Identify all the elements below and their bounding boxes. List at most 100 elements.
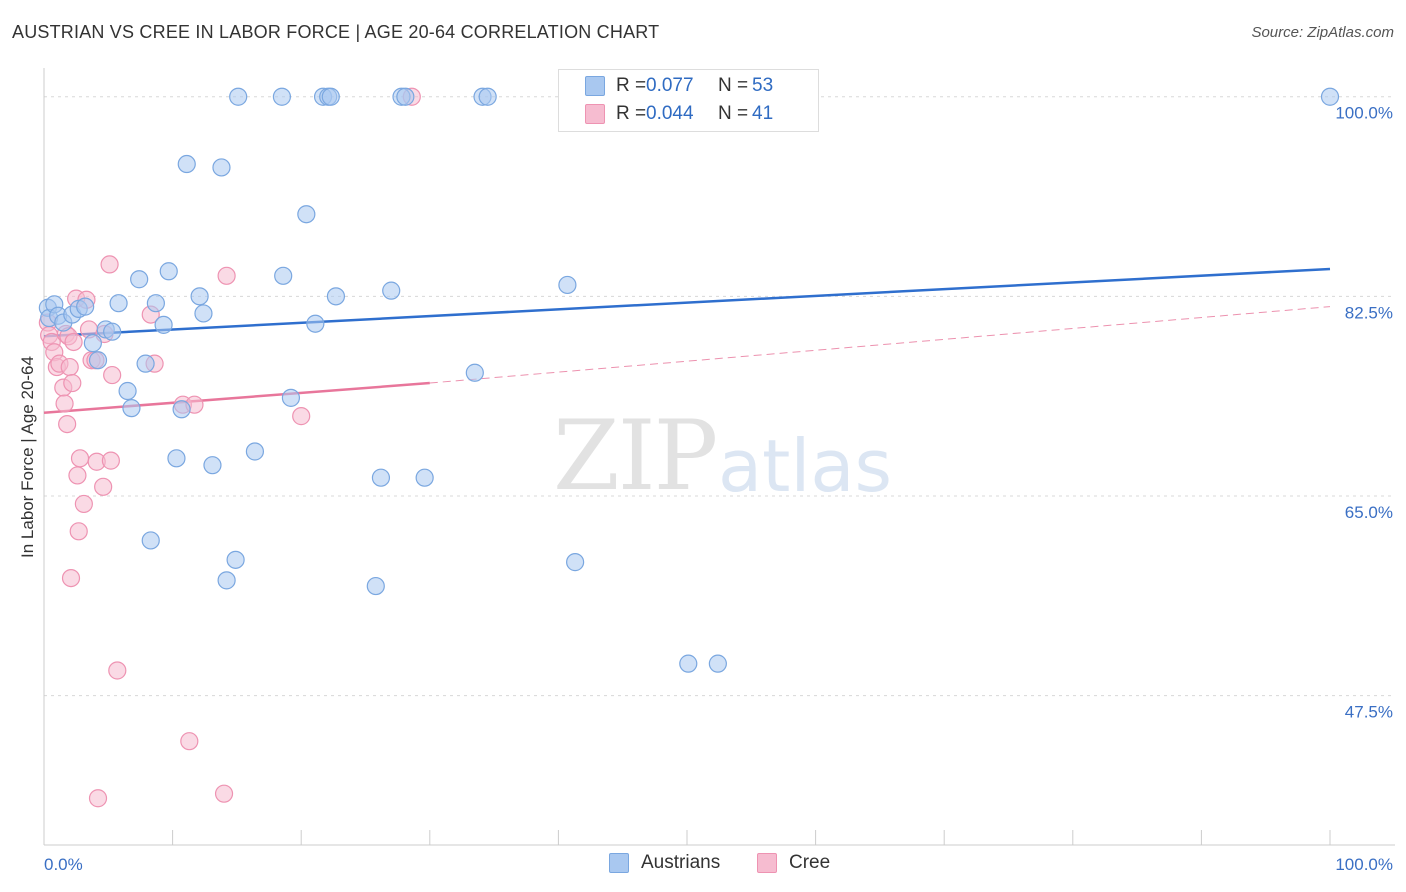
cree-point-30 [103, 365, 122, 385]
y-tick-label-2: 65.0% [1345, 503, 1393, 522]
austrians-point-40 [326, 287, 346, 306]
x-tick-label-min: 0.0% [44, 855, 83, 874]
austrians-point-43 [382, 281, 401, 300]
austrians-swatch [585, 76, 605, 96]
axes [43, 68, 1395, 846]
austrians-point-22 [172, 400, 191, 419]
austrians-n-value: 53 [752, 75, 774, 96]
data-points [38, 87, 1340, 808]
austrians-point-27 [212, 158, 231, 177]
austrians-point-47 [465, 363, 484, 382]
austrians-n-label: N = [718, 75, 749, 96]
austrians-point-16 [136, 354, 155, 373]
cree-point-17 [69, 522, 88, 541]
austrians-point-32 [272, 87, 292, 106]
austrians-point-42 [371, 468, 391, 487]
cree-point-39 [292, 407, 311, 426]
legend-austrians-label: Austrians [641, 852, 721, 873]
y-tick-label-1: 82.5% [1345, 303, 1393, 322]
austrians-point-46 [415, 468, 434, 487]
austrians-point-34 [281, 388, 301, 407]
austrians-point-29 [226, 550, 245, 569]
cree-point-7 [55, 394, 74, 413]
austrians-point-25 [194, 304, 213, 323]
cree-point-11 [60, 357, 79, 377]
austrians-point-50 [558, 275, 577, 295]
austrians-point-13 [118, 381, 137, 401]
austrians-point-24 [190, 287, 209, 306]
cree-point-38 [217, 266, 236, 285]
austrians-point-39 [321, 87, 340, 106]
austrians-point-55 [708, 654, 727, 673]
cree-r-label: R = [616, 103, 647, 124]
series-legend: Austrians Cree [0, 852, 1406, 876]
austrians-point-12 [109, 294, 128, 313]
legend-item-cree: Cree [757, 852, 830, 874]
cree-r-value: 0.044 [646, 103, 694, 124]
cree-trend-line [43, 381, 430, 414]
x-tick-label-max: 100.0% [1335, 855, 1393, 874]
austrians-point-14 [122, 399, 141, 418]
austrians-point-7 [76, 297, 95, 316]
austrians-r-value: 0.077 [646, 75, 694, 96]
gridlines [44, 96, 1395, 697]
austrians-point-45 [396, 87, 415, 106]
cree-point-26 [94, 477, 113, 496]
cree-point-13 [63, 373, 82, 393]
trend-lines [43, 267, 1331, 414]
austrians-point-35 [297, 205, 316, 224]
austrians-point-9 [88, 351, 108, 370]
austrians-point-11 [103, 322, 122, 341]
y-tick-label-0: 100.0% [1335, 104, 1393, 123]
source-credit: Source: ZipAtlas.com [1251, 24, 1394, 41]
austrians-point-41 [366, 576, 385, 596]
cree-point-9 [58, 415, 77, 434]
austrians-point-20 [159, 262, 178, 281]
legend-cree-label: Cree [789, 852, 831, 873]
cree-point-25 [88, 789, 108, 808]
tick-labels: 100.0% 82.5% 65.0% 47.5% 0.0% 100.0% [44, 104, 1393, 874]
legend-row-cree: R = 0.044 N = 41 [585, 101, 773, 127]
cree-trend-extension [429, 306, 1331, 384]
y-tick-label-3: 47.5% [1345, 703, 1393, 722]
cree-point-35 [180, 732, 199, 751]
austrians-point-23 [177, 154, 196, 174]
cree-point-14 [64, 332, 83, 352]
watermark-atlas: atlas [718, 424, 892, 508]
austrians-r-label: R = [616, 75, 647, 96]
cree-point-28 [100, 255, 119, 274]
watermark-zip: ZIP [553, 400, 718, 512]
austrians-point-8 [83, 334, 102, 353]
austrians-point-33 [274, 266, 293, 285]
cree-point-37 [214, 784, 234, 803]
cree-n-label: N = [718, 103, 749, 124]
chart-title: AUSTRIAN VS CREE IN LABOR FORCE | AGE 20… [12, 22, 660, 42]
legend-austrians-swatch [609, 853, 629, 873]
cree-point-18 [70, 449, 90, 468]
austrians-point-17 [141, 531, 160, 550]
cree-n-value: 41 [752, 103, 774, 124]
austrians-point-28 [217, 571, 236, 590]
austrians-point-19 [154, 315, 173, 334]
cree-point-19 [74, 494, 93, 514]
austrians-trend-line [43, 267, 1331, 338]
cree-swatch [585, 104, 605, 124]
austrians-point-21 [167, 449, 186, 468]
cree-point-31 [108, 661, 127, 680]
austrians-point-26 [203, 456, 222, 475]
austrians-point-30 [229, 87, 248, 106]
austrians-point-51 [566, 553, 585, 572]
austrians-point-54 [679, 654, 698, 673]
legend-cree-swatch [757, 853, 777, 873]
austrians-point-49 [478, 87, 497, 106]
austrians-point-56 [1320, 87, 1340, 106]
austrians-point-15 [130, 270, 149, 289]
austrians-point-36 [306, 314, 325, 333]
stats-legend: R = 0.077 N = 53 R = 0.044 N = 41 [558, 69, 819, 132]
cree-point-16 [68, 466, 87, 485]
legend-row-austrians: R = 0.077 N = 53 [585, 73, 773, 99]
cree-point-29 [101, 451, 120, 470]
cree-point-12 [61, 568, 81, 588]
austrians-point-31 [245, 442, 265, 461]
